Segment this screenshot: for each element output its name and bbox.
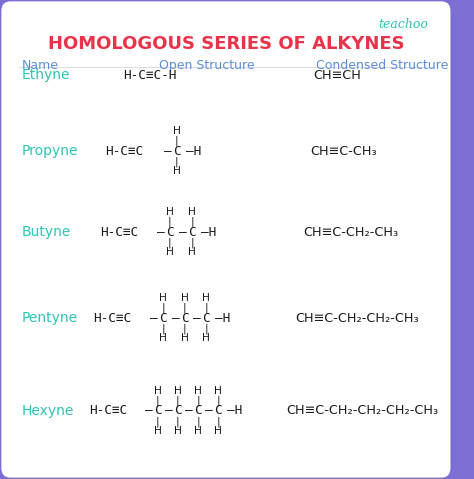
Text: Pentyne: Pentyne — [22, 311, 78, 325]
Text: CH≡C-CH₃: CH≡C-CH₃ — [310, 145, 377, 158]
Text: –: – — [193, 311, 201, 325]
Text: Ethyne: Ethyne — [22, 68, 70, 82]
Text: C: C — [202, 311, 210, 325]
Text: H: H — [181, 333, 189, 343]
Text: –: – — [157, 226, 164, 239]
Text: –: – — [164, 145, 171, 158]
Text: H: H — [181, 293, 189, 303]
Text: Butyne: Butyne — [22, 225, 71, 240]
Text: –: – — [145, 404, 153, 417]
Text: |: | — [217, 395, 220, 406]
Text: |: | — [156, 416, 159, 427]
Text: |: | — [176, 395, 180, 406]
Text: –H: –H — [227, 404, 243, 417]
Text: H: H — [202, 293, 210, 303]
Text: |: | — [183, 323, 186, 334]
Text: |: | — [204, 323, 208, 334]
Text: |: | — [204, 302, 208, 313]
Text: H: H — [173, 166, 181, 176]
Text: |: | — [175, 157, 178, 167]
Text: –: – — [185, 404, 193, 417]
Text: |: | — [196, 395, 200, 406]
Text: –: – — [150, 311, 158, 325]
Text: H-C≡C: H-C≡C — [89, 404, 127, 417]
Text: C: C — [159, 311, 167, 325]
Text: H: H — [214, 426, 222, 436]
Text: C: C — [194, 404, 202, 417]
Text: Condensed Structure: Condensed Structure — [316, 59, 448, 72]
Text: Open Structure: Open Structure — [159, 59, 254, 72]
Text: H: H — [174, 426, 182, 436]
Text: C: C — [154, 404, 162, 417]
Text: |: | — [161, 323, 165, 334]
Text: H-C≡C: H-C≡C — [93, 311, 132, 325]
Text: |: | — [217, 416, 220, 427]
Text: H-C≡C-H: H-C≡C-H — [123, 68, 176, 82]
Text: |: | — [176, 416, 180, 427]
Text: |: | — [191, 238, 194, 248]
Text: C: C — [214, 404, 222, 417]
Text: |: | — [196, 416, 200, 427]
FancyBboxPatch shape — [1, 1, 450, 478]
Text: Name: Name — [22, 59, 59, 72]
Text: C: C — [189, 226, 196, 239]
Text: –H: –H — [201, 226, 217, 239]
Text: –: – — [206, 404, 213, 417]
Text: C: C — [173, 145, 180, 158]
Text: C: C — [181, 311, 188, 325]
Text: CH≡C-CH₂-CH₂-CH₂-CH₃: CH≡C-CH₂-CH₂-CH₂-CH₃ — [287, 404, 438, 417]
Text: CH≡CH: CH≡CH — [313, 68, 361, 82]
Text: H: H — [188, 247, 196, 257]
Text: Propyne: Propyne — [22, 144, 78, 159]
Text: |: | — [168, 238, 172, 248]
Text: C: C — [166, 226, 173, 239]
Text: H: H — [174, 386, 182, 396]
Text: |: | — [183, 302, 186, 313]
Text: –: – — [172, 311, 180, 325]
Text: CH≡C-CH₂-CH₂-CH₃: CH≡C-CH₂-CH₂-CH₃ — [295, 311, 419, 325]
Text: H: H — [159, 333, 167, 343]
Text: |: | — [175, 136, 178, 146]
Text: H: H — [202, 333, 210, 343]
Text: H: H — [154, 386, 162, 396]
Text: C: C — [174, 404, 182, 417]
Text: –H: –H — [185, 145, 201, 158]
Text: |: | — [156, 395, 159, 406]
Text: H: H — [194, 426, 202, 436]
Text: H: H — [188, 207, 196, 217]
Text: H: H — [166, 247, 173, 257]
Text: H: H — [166, 207, 173, 217]
Text: H-C≡C: H-C≡C — [100, 226, 138, 239]
Text: HOMOLOGOUS SERIES OF ALKYNES: HOMOLOGOUS SERIES OF ALKYNES — [47, 34, 404, 53]
Text: |: | — [191, 217, 194, 227]
Text: CH≡C-CH₂-CH₃: CH≡C-CH₂-CH₃ — [303, 226, 398, 239]
Text: |: | — [161, 302, 165, 313]
Text: H: H — [173, 126, 181, 137]
Text: H: H — [214, 386, 222, 396]
Text: –: – — [180, 226, 187, 239]
Text: teachoo: teachoo — [378, 18, 428, 31]
Text: –H: –H — [215, 311, 230, 325]
Text: H-C≡C: H-C≡C — [105, 145, 143, 158]
Text: H: H — [154, 426, 162, 436]
Text: H: H — [194, 386, 202, 396]
Text: H: H — [159, 293, 167, 303]
Text: Hexyne: Hexyne — [22, 404, 74, 418]
Text: |: | — [168, 217, 172, 227]
Text: –: – — [165, 404, 173, 417]
